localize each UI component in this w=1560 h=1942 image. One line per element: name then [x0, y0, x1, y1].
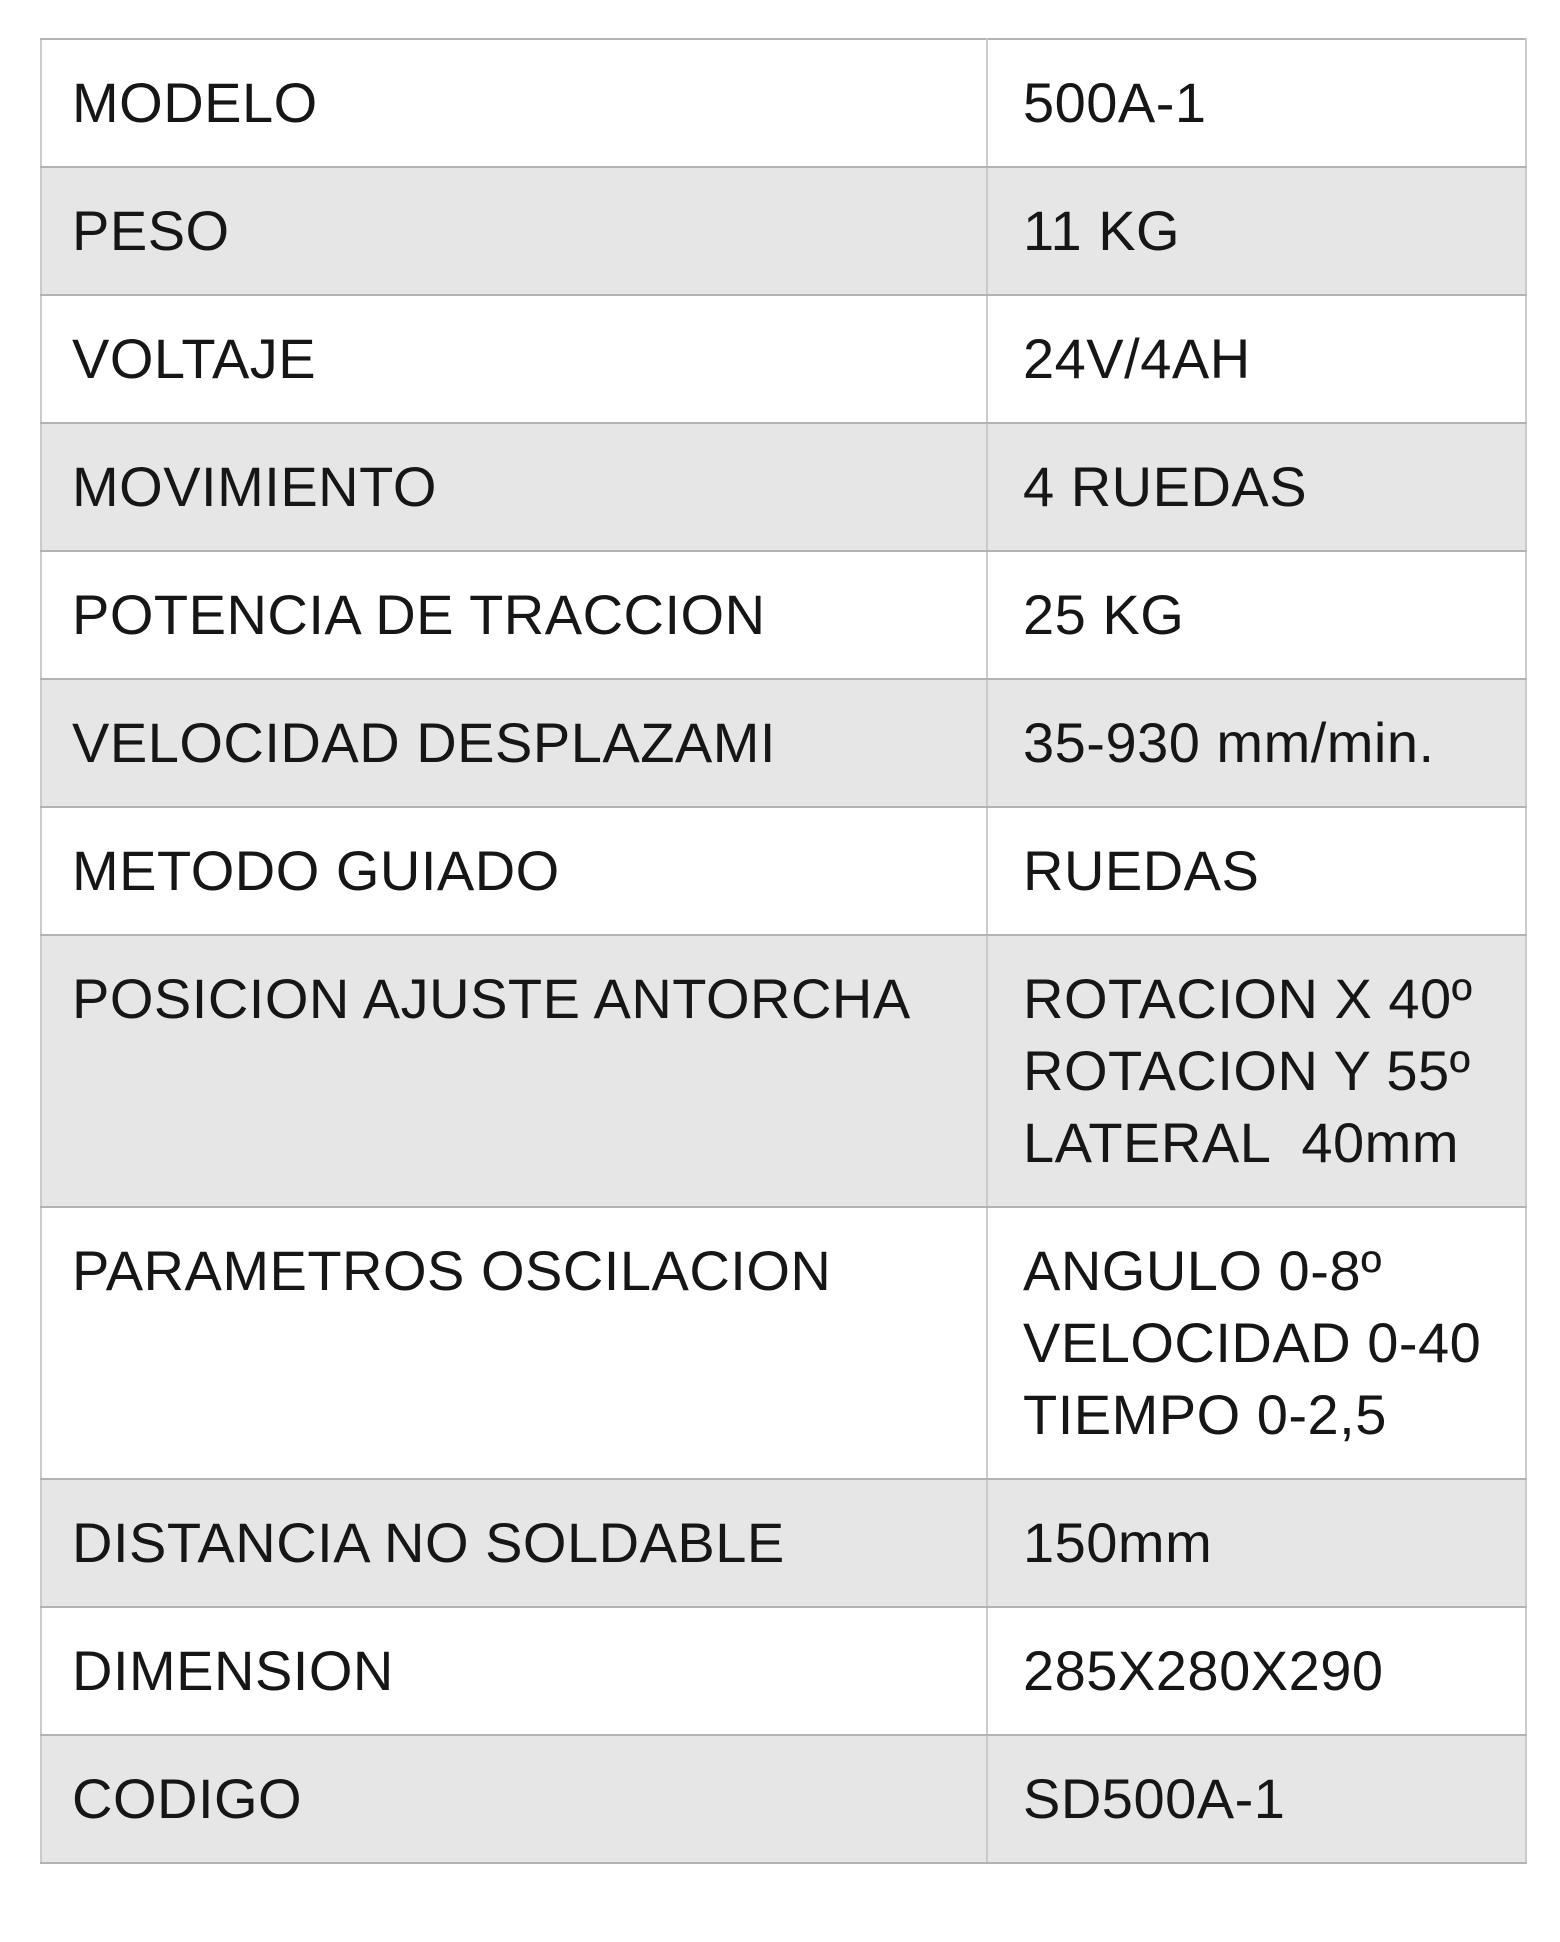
spec-value-cell: RUEDAS — [986, 806, 1527, 936]
spec-label-cell: MODELO — [40, 38, 988, 168]
spec-value-cell: ROTACION X 40º ROTACION Y 55º LATERAL 40… — [986, 934, 1527, 1208]
spec-value-cell: 4 RUEDAS — [986, 422, 1527, 552]
spec-value-cell: 25 KG — [986, 550, 1527, 680]
spec-value-cell: ANGULO 0-8º VELOCIDAD 0-40 TIEMPO 0-2,5 — [986, 1206, 1527, 1480]
spec-value-cell: 35-930 mm/min. — [986, 678, 1527, 808]
table-row: METODO GUIADO RUEDAS — [40, 806, 1527, 936]
table-row: POTENCIA DE TRACCION 25 KG — [40, 550, 1527, 680]
spec-label-cell: DISTANCIA NO SOLDABLE — [40, 1478, 988, 1608]
table-row: VOLTAJE 24V/4AH — [40, 294, 1527, 424]
spec-label-cell: PESO — [40, 166, 988, 296]
spec-label-cell: PARAMETROS OSCILACION — [40, 1206, 988, 1480]
spec-value-cell: 150mm — [986, 1478, 1527, 1608]
spec-label-cell: METODO GUIADO — [40, 806, 988, 936]
spec-table-body: MODELO 500A-1 PESO 11 KG VOLTAJE 24V/4AH… — [40, 38, 1527, 1864]
table-row: DIMENSION 285X280X290 — [40, 1606, 1527, 1736]
spec-label-cell: POTENCIA DE TRACCION — [40, 550, 988, 680]
spec-label-cell: DIMENSION — [40, 1606, 988, 1736]
spec-value-cell: 500A-1 — [986, 38, 1527, 168]
spec-label-cell: POSICION AJUSTE ANTORCHA — [40, 934, 988, 1208]
table-row: POSICION AJUSTE ANTORCHA ROTACION X 40º … — [40, 934, 1527, 1208]
table-row: VELOCIDAD DESPLAZAMI 35-930 mm/min. — [40, 678, 1527, 808]
spec-value-cell: 24V/4AH — [986, 294, 1527, 424]
table-row: DISTANCIA NO SOLDABLE 150mm — [40, 1478, 1527, 1608]
table-row: MOVIMIENTO 4 RUEDAS — [40, 422, 1527, 552]
spec-value-cell: SD500A-1 — [986, 1734, 1527, 1864]
spec-label-cell: VELOCIDAD DESPLAZAMI — [40, 678, 988, 808]
spec-value-cell: 11 KG — [986, 166, 1527, 296]
spec-label-cell: CODIGO — [40, 1734, 988, 1864]
spec-label-cell: MOVIMIENTO — [40, 422, 988, 552]
table-row: CODIGO SD500A-1 — [40, 1734, 1527, 1864]
table-row: PESO 11 KG — [40, 166, 1527, 296]
table-row: MODELO 500A-1 — [40, 38, 1527, 168]
spec-table: MODELO 500A-1 PESO 11 KG VOLTAJE 24V/4AH… — [40, 38, 1527, 1864]
spec-value-cell: 285X280X290 — [986, 1606, 1527, 1736]
table-row: PARAMETROS OSCILACION ANGULO 0-8º VELOCI… — [40, 1206, 1527, 1480]
spec-label-cell: VOLTAJE — [40, 294, 988, 424]
